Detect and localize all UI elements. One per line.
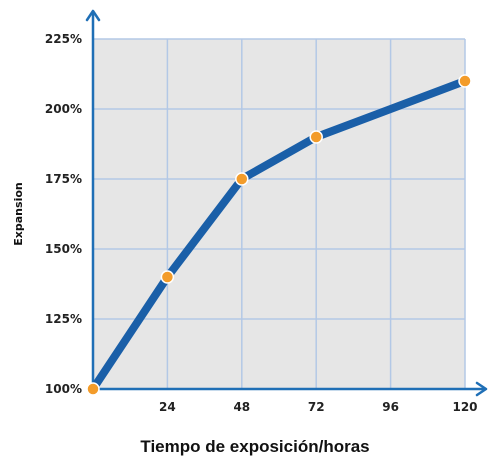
data-point-0-2 bbox=[235, 172, 249, 186]
x-tick-label-1: 48 bbox=[233, 400, 250, 414]
x-tick-label-3: 96 bbox=[382, 400, 399, 414]
x-tick-label-0: 24 bbox=[159, 400, 176, 414]
x-tick-labels: 24 48 72 96 120 bbox=[159, 400, 477, 414]
y-tick-labels: 100% 125% 150% 175% 200% 225% bbox=[45, 32, 82, 396]
x-axis-arrow-icon bbox=[475, 381, 488, 397]
plot-background bbox=[93, 39, 465, 389]
x-tick-label-2: 72 bbox=[308, 400, 325, 414]
x-tick-label-4: 120 bbox=[452, 400, 477, 414]
y-tick-label-0: 100% bbox=[45, 382, 82, 396]
y-axis-arrow-icon bbox=[85, 9, 101, 22]
y-tick-label-5: 225% bbox=[45, 32, 82, 46]
y-tick-label-4: 200% bbox=[45, 102, 82, 116]
data-point-0-0 bbox=[86, 382, 100, 396]
axes bbox=[85, 9, 488, 397]
data-point-0-4 bbox=[458, 74, 472, 88]
data-point-0-1 bbox=[160, 270, 175, 284]
y-axis-title: Expansion bbox=[12, 182, 25, 245]
data-point-0-3 bbox=[309, 130, 323, 144]
y-tick-label-1: 125% bbox=[45, 312, 82, 326]
series-group bbox=[86, 74, 472, 396]
y-tick-label-3: 175% bbox=[45, 172, 82, 186]
y-tick-label-2: 150% bbox=[45, 242, 82, 256]
x-axis-title: Tiempo de exposición/horas bbox=[140, 437, 369, 456]
grid-lines bbox=[93, 38, 466, 389]
